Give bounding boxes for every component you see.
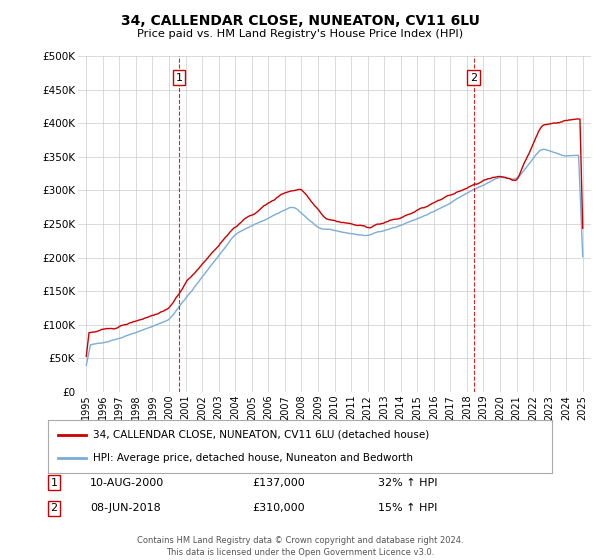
Text: HPI: Average price, detached house, Nuneaton and Bedworth: HPI: Average price, detached house, Nune… (94, 453, 413, 463)
Text: 34, CALLENDAR CLOSE, NUNEATON, CV11 6LU: 34, CALLENDAR CLOSE, NUNEATON, CV11 6LU (121, 14, 479, 28)
Text: £137,000: £137,000 (252, 478, 305, 488)
Text: 32% ↑ HPI: 32% ↑ HPI (378, 478, 437, 488)
Text: £310,000: £310,000 (252, 503, 305, 514)
Text: 10-AUG-2000: 10-AUG-2000 (90, 478, 164, 488)
Text: 1: 1 (175, 72, 182, 82)
Text: 1: 1 (50, 478, 58, 488)
Text: Contains HM Land Registry data © Crown copyright and database right 2024.
This d: Contains HM Land Registry data © Crown c… (137, 536, 463, 557)
Text: 2: 2 (50, 503, 58, 514)
Text: 2: 2 (470, 72, 477, 82)
Text: Price paid vs. HM Land Registry's House Price Index (HPI): Price paid vs. HM Land Registry's House … (137, 29, 463, 39)
Text: 08-JUN-2018: 08-JUN-2018 (90, 503, 161, 514)
Text: 34, CALLENDAR CLOSE, NUNEATON, CV11 6LU (detached house): 34, CALLENDAR CLOSE, NUNEATON, CV11 6LU … (94, 430, 430, 440)
Text: 15% ↑ HPI: 15% ↑ HPI (378, 503, 437, 514)
